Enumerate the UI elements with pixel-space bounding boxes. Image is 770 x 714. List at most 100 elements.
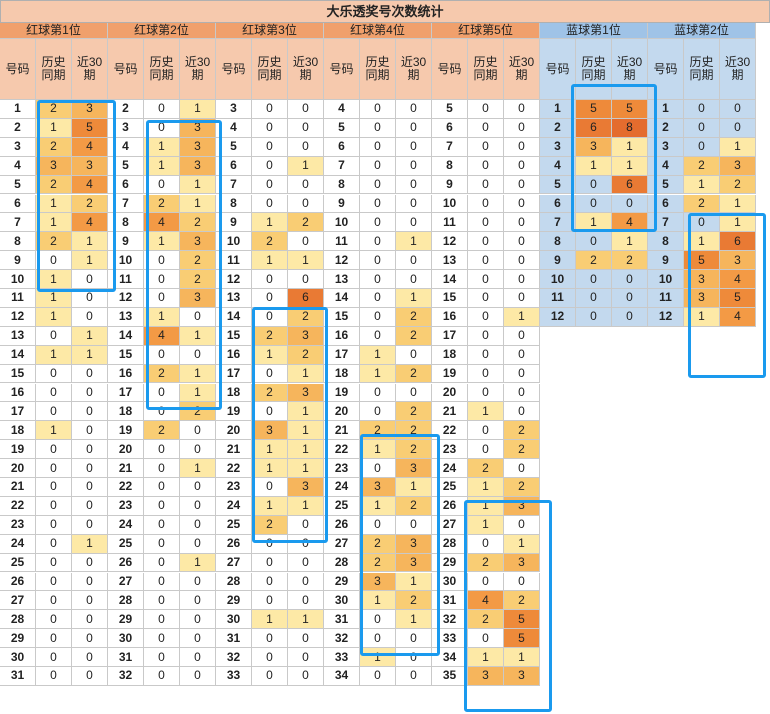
recent30-count: 0 [504, 175, 540, 195]
row-number: 4 [324, 100, 360, 119]
history-count: 4 [144, 326, 180, 346]
row-number: 12 [648, 307, 684, 327]
recent30-count: 1 [180, 459, 216, 478]
history-count: 2 [360, 553, 396, 573]
row-number: 21 [216, 440, 252, 460]
history-count: 3 [360, 572, 396, 592]
recent30-count: 6 [720, 232, 756, 252]
row-number: 23 [432, 440, 468, 460]
row-number: 25 [0, 553, 36, 573]
row-number: 32 [432, 610, 468, 630]
history-count: 1 [36, 345, 72, 365]
history-count: 0 [144, 515, 180, 535]
history-count: 0 [360, 156, 396, 176]
row-number: 19 [432, 364, 468, 384]
row-number: 3 [540, 137, 576, 157]
history-count: 0 [144, 572, 180, 592]
recent30-count: 0 [180, 591, 216, 611]
recent30-count: 0 [180, 648, 216, 667]
recent30-count: 3 [180, 137, 216, 157]
row-number: 10 [540, 270, 576, 289]
recent30-count: 1 [288, 421, 324, 441]
recent30-count: 2 [504, 440, 540, 460]
history-count: 0 [144, 402, 180, 422]
row-number: 33 [432, 629, 468, 649]
recent30-count: 2 [612, 251, 648, 271]
history-count: 0 [360, 213, 396, 233]
col-header-number: 号码 [0, 39, 36, 100]
group-header: 红球第5位 [432, 23, 540, 39]
history-count: 0 [360, 289, 396, 308]
row-number: 27 [216, 553, 252, 573]
recent30-count: 0 [288, 232, 324, 252]
recent30-count: 0 [720, 118, 756, 138]
recent30-count: 1 [288, 402, 324, 422]
row-number: 11 [108, 270, 144, 289]
row-number: 13 [324, 270, 360, 289]
recent30-count: 0 [504, 345, 540, 365]
col-header-history: 历史 同期 [252, 39, 288, 100]
history-count: 0 [360, 515, 396, 535]
row-number: 5 [432, 100, 468, 119]
recent30-count: 3 [504, 667, 540, 686]
recent30-count: 0 [612, 289, 648, 308]
recent30-count: 2 [180, 270, 216, 289]
history-count: 0 [576, 232, 612, 252]
row-number: 9 [432, 175, 468, 195]
recent30-count: 0 [72, 402, 108, 422]
row-number: 24 [432, 459, 468, 478]
history-count: 0 [468, 118, 504, 138]
history-count: 1 [360, 591, 396, 611]
history-count: 0 [360, 307, 396, 327]
recent30-count: 0 [180, 421, 216, 441]
recent30-count: 1 [72, 251, 108, 271]
row-number: 8 [108, 213, 144, 233]
history-count: 0 [36, 478, 72, 497]
history-count: 0 [144, 591, 180, 611]
history-count: 0 [360, 118, 396, 138]
recent30-count: 0 [504, 402, 540, 422]
history-count: 0 [468, 194, 504, 214]
row-number: 1 [540, 100, 576, 119]
row-number: 28 [432, 534, 468, 554]
history-count: 0 [144, 667, 180, 686]
recent30-count: 3 [396, 459, 432, 478]
history-count: 2 [144, 194, 180, 214]
recent30-count: 0 [504, 326, 540, 346]
row-number: 24 [0, 534, 36, 554]
row-number: 35 [432, 667, 468, 686]
recent30-count: 4 [720, 307, 756, 327]
history-count: 0 [36, 629, 72, 649]
row-number: 32 [108, 667, 144, 686]
history-count: 1 [252, 610, 288, 630]
history-count: 0 [36, 553, 72, 573]
history-count: 1 [144, 307, 180, 327]
history-count: 2 [252, 326, 288, 346]
history-count: 0 [36, 572, 72, 592]
history-count: 2 [36, 175, 72, 195]
recent30-count: 0 [396, 251, 432, 271]
recent30-count: 3 [720, 156, 756, 176]
row-number: 2 [0, 118, 36, 138]
row-number: 19 [0, 440, 36, 460]
row-number: 5 [324, 118, 360, 138]
history-count: 2 [36, 137, 72, 157]
recent30-count: 0 [288, 534, 324, 554]
row-number: 17 [108, 383, 144, 403]
history-count: 1 [360, 440, 396, 460]
history-count: 3 [252, 421, 288, 441]
row-number: 14 [324, 289, 360, 308]
row-number: 16 [216, 345, 252, 365]
row-number: 23 [324, 459, 360, 478]
recent30-count: 1 [72, 345, 108, 365]
row-number: 14 [216, 307, 252, 327]
history-count: 0 [36, 667, 72, 686]
recent30-count: 1 [72, 534, 108, 554]
recent30-count: 0 [180, 307, 216, 327]
history-count: 0 [360, 326, 396, 346]
row-number: 10 [648, 270, 684, 289]
row-number: 28 [108, 591, 144, 611]
row-number: 6 [0, 194, 36, 214]
history-count: 0 [252, 270, 288, 289]
col-header-history: 历史 同期 [360, 39, 396, 100]
